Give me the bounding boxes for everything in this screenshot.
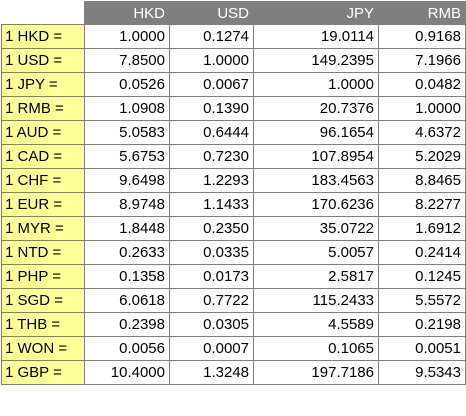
rate-cell: 1.0000 <box>253 72 379 97</box>
rate-cell: 0.7722 <box>169 288 254 313</box>
rate-cell: 1.0000 <box>169 48 254 73</box>
rate-cell: 0.1358 <box>84 264 170 289</box>
rate-cell: 1.0908 <box>84 96 170 121</box>
rate-cell: 115.2433 <box>253 288 379 313</box>
table-row: 1 EUR = 8.9748 1.1433 170.6236 8.2277 <box>1 192 466 217</box>
table-row: 1 AUD = 5.0583 0.6444 96.1654 4.6372 <box>1 120 466 145</box>
rate-cell: 4.6372 <box>378 120 466 145</box>
rate-cell: 5.2029 <box>378 144 466 169</box>
rate-cell: 0.0482 <box>378 72 466 97</box>
rate-cell: 0.0007 <box>169 336 254 361</box>
table-row: 1 CHF = 9.6498 1.2293 183.4563 8.8465 <box>1 168 466 193</box>
row-label: 1 PHP = <box>1 264 85 289</box>
rate-cell: 0.2633 <box>84 240 170 265</box>
rate-cell: 7.8500 <box>84 48 170 73</box>
row-label: 1 CAD = <box>1 144 85 169</box>
rate-cell: 0.2350 <box>169 216 254 241</box>
exchange-rate-table: HKD USD JPY RMB 1 HKD = 1.0000 0.1274 19.01… <box>1 1 466 385</box>
rate-cell: 5.5572 <box>378 288 466 313</box>
row-label: 1 USD = <box>1 48 85 73</box>
rate-cell: 5.6753 <box>84 144 170 169</box>
rate-cell: 1.3248 <box>169 360 254 385</box>
table-row: 1 JPY = 0.0526 0.0067 1.0000 0.0482 <box>1 72 466 97</box>
rate-cell: 0.0305 <box>169 312 254 337</box>
rate-cell: 1.8448 <box>84 216 170 241</box>
rate-cell: 0.1390 <box>169 96 254 121</box>
rate-cell: 1.6912 <box>378 216 466 241</box>
rate-cell: 4.5589 <box>253 312 379 337</box>
table-row: 1 SGD = 6.0618 0.7722 115.2433 5.5572 <box>1 288 466 313</box>
row-label: 1 WON = <box>1 336 85 361</box>
rate-cell: 5.0583 <box>84 120 170 145</box>
rate-cell: 107.8954 <box>253 144 379 169</box>
table-row: 1 PHP = 0.1358 0.0173 2.5817 0.1245 <box>1 264 466 289</box>
row-label: 1 EUR = <box>1 192 85 217</box>
row-label: 1 JPY = <box>1 72 85 97</box>
rate-cell: 96.1654 <box>253 120 379 145</box>
row-label: 1 AUD = <box>1 120 85 145</box>
row-label: 1 MYR = <box>1 216 85 241</box>
rate-cell: 0.2398 <box>84 312 170 337</box>
row-label: 1 THB = <box>1 312 85 337</box>
rate-cell: 8.2277 <box>378 192 466 217</box>
header-row: HKD USD JPY RMB <box>1 1 466 25</box>
rate-cell: 0.0335 <box>169 240 254 265</box>
row-label: 1 NTD = <box>1 240 85 265</box>
rate-cell: 0.2198 <box>378 312 466 337</box>
rate-cell: 0.0056 <box>84 336 170 361</box>
table-row: 1 RMB = 1.0908 0.1390 20.7376 1.0000 <box>1 96 466 121</box>
rate-cell: 0.1245 <box>378 264 466 289</box>
rate-cell: 1.0000 <box>84 24 170 49</box>
rate-cell: 0.6444 <box>169 120 254 145</box>
row-label: 1 CHF = <box>1 168 85 193</box>
rate-cell: 197.7186 <box>253 360 379 385</box>
rate-cell: 149.2395 <box>253 48 379 73</box>
rate-cell: 20.7376 <box>253 96 379 121</box>
rate-cell: 0.7230 <box>169 144 254 169</box>
row-label: 1 SGD = <box>1 288 85 313</box>
corner-cell <box>1 1 85 25</box>
rate-cell: 9.6498 <box>84 168 170 193</box>
rate-cell: 0.0526 <box>84 72 170 97</box>
rate-cell: 6.0618 <box>84 288 170 313</box>
rate-cell: 0.0051 <box>378 336 466 361</box>
table-row: 1 NTD = 0.2633 0.0335 5.0057 0.2414 <box>1 240 466 265</box>
rate-cell: 35.0722 <box>253 216 379 241</box>
column-header-usd: USD <box>169 1 254 25</box>
rate-cell: 19.0114 <box>253 24 379 49</box>
row-label: 1 RMB = <box>1 96 85 121</box>
table-row: 1 WON = 0.0056 0.0007 0.1065 0.0051 <box>1 336 466 361</box>
rate-cell: 0.1065 <box>253 336 379 361</box>
rate-cell: 183.4563 <box>253 168 379 193</box>
column-header-rmb: RMB <box>378 1 466 25</box>
rate-cell: 0.0173 <box>169 264 254 289</box>
row-label: 1 HKD = <box>1 24 85 49</box>
rate-cell: 9.5343 <box>378 360 466 385</box>
rate-cell: 1.0000 <box>378 96 466 121</box>
rate-cell: 8.8465 <box>378 168 466 193</box>
rate-cell: 5.0057 <box>253 240 379 265</box>
rate-cell: 0.2414 <box>378 240 466 265</box>
rate-cell: 170.6236 <box>253 192 379 217</box>
rate-cell: 0.9168 <box>378 24 466 49</box>
rate-cell: 1.2293 <box>169 168 254 193</box>
row-label: 1 GBP = <box>1 360 85 385</box>
rate-cell: 2.5817 <box>253 264 379 289</box>
rate-cell: 8.9748 <box>84 192 170 217</box>
table-row: 1 CAD = 5.6753 0.7230 107.8954 5.2029 <box>1 144 466 169</box>
rate-cell: 0.0067 <box>169 72 254 97</box>
rate-cell: 1.1433 <box>169 192 254 217</box>
table-row: 1 GBP = 10.4000 1.3248 197.7186 9.5343 <box>1 360 466 385</box>
column-header-hkd: HKD <box>84 1 170 25</box>
table-row: 1 HKD = 1.0000 0.1274 19.0114 0.9168 <box>1 24 466 49</box>
rate-cell: 0.1274 <box>169 24 254 49</box>
rate-cell: 10.4000 <box>84 360 170 385</box>
table-row: 1 MYR = 1.8448 0.2350 35.0722 1.6912 <box>1 216 466 241</box>
table-row: 1 USD = 7.8500 1.0000 149.2395 7.1966 <box>1 48 466 73</box>
table-body: 1 HKD = 1.0000 0.1274 19.0114 0.9168 1 USD = 7… <box>1 24 466 385</box>
rate-cell: 7.1966 <box>378 48 466 73</box>
table-row: 1 THB = 0.2398 0.0305 4.5589 0.2198 <box>1 312 466 337</box>
column-header-jpy: JPY <box>253 1 379 25</box>
